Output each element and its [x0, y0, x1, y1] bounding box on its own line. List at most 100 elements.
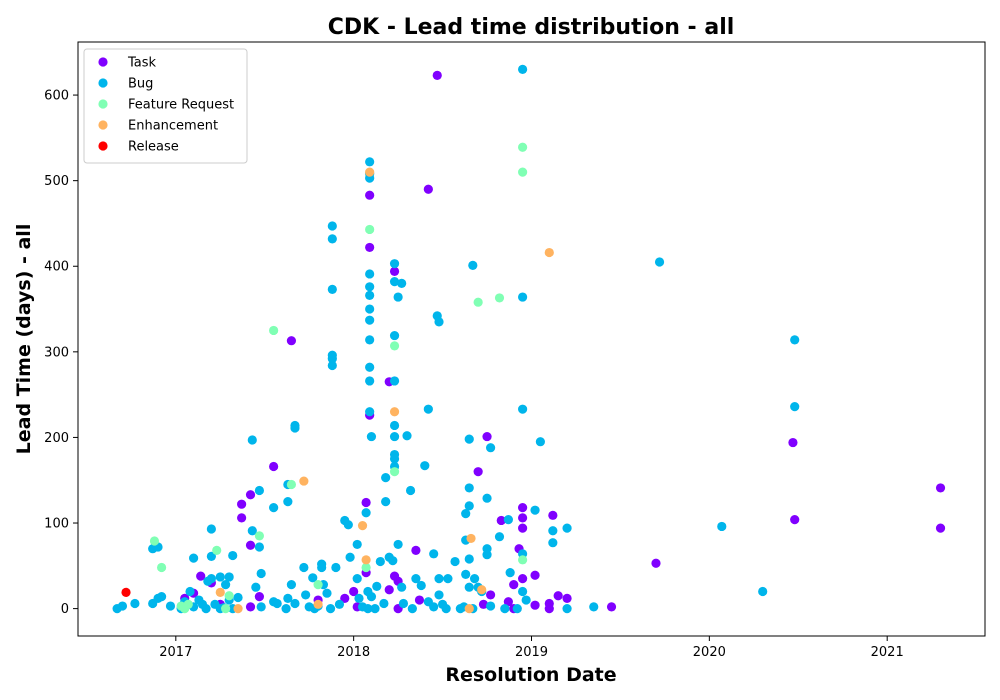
point-bug [518, 405, 527, 414]
point-feature-request [157, 563, 166, 572]
x-tick-label: 2020 [693, 645, 726, 660]
y-axis-label: Lead Time (days) - all [13, 224, 35, 455]
point-task [385, 585, 394, 594]
point-task [530, 571, 539, 580]
point-bug [328, 361, 337, 370]
point-bug [381, 497, 390, 506]
point-bug [470, 574, 479, 583]
point-task [362, 498, 371, 507]
point-bug [390, 376, 399, 385]
y-tick-label: 400 [44, 260, 69, 275]
point-enhancement [313, 600, 322, 609]
point-bug [518, 65, 527, 74]
point-bug [424, 405, 433, 414]
point-bug [429, 602, 438, 611]
point-bug [518, 292, 527, 301]
point-bug [367, 432, 376, 441]
point-bug [504, 515, 513, 524]
point-task [365, 243, 374, 252]
point-enhancement [465, 604, 474, 613]
x-tick-label: 2018 [337, 645, 370, 660]
point-bug [353, 540, 362, 549]
point-bug [322, 589, 331, 598]
point-bug [365, 157, 374, 166]
point-task [607, 602, 616, 611]
point-bug [365, 376, 374, 385]
point-bug [301, 590, 310, 599]
legend-label: Feature Request [128, 98, 234, 113]
legend-marker [98, 141, 107, 150]
point-bug [255, 486, 264, 495]
legend-label: Release [128, 140, 179, 155]
point-task [237, 500, 246, 509]
point-bug [201, 604, 210, 613]
point-bug [397, 279, 406, 288]
point-bug [255, 542, 264, 551]
x-tick-label: 2017 [159, 645, 192, 660]
point-bug [465, 435, 474, 444]
point-bug [257, 602, 266, 611]
point-bug [482, 494, 491, 503]
point-release [121, 588, 130, 597]
point-feature-request [518, 555, 527, 564]
point-bug [758, 587, 767, 596]
point-task [936, 524, 945, 533]
point-task [554, 591, 563, 600]
point-bug [185, 587, 194, 596]
point-bug [486, 443, 495, 452]
point-bug [417, 581, 426, 590]
x-axis-label: Resolution Date [445, 664, 616, 686]
point-feature-request [474, 298, 483, 307]
y-tick-label: 500 [44, 174, 69, 189]
point-enhancement [362, 555, 371, 564]
point-bug [442, 604, 451, 613]
point-task [562, 594, 571, 603]
point-bug [328, 221, 337, 230]
x-tick-label: 2021 [871, 645, 904, 660]
point-bug [589, 602, 598, 611]
point-bug [365, 269, 374, 278]
point-bug [790, 402, 799, 411]
point-bug [513, 604, 522, 613]
point-task [518, 574, 527, 583]
point-bug [365, 291, 374, 300]
legend-label: Task [127, 56, 157, 71]
point-enhancement [477, 585, 486, 594]
point-bug [365, 316, 374, 325]
point-bug [461, 570, 470, 579]
point-task [246, 541, 255, 550]
point-bug [518, 587, 527, 596]
point-bug [299, 563, 308, 572]
point-bug [283, 497, 292, 506]
legend-label: Enhancement [128, 119, 218, 134]
point-enhancement [545, 248, 554, 257]
point-bug [450, 557, 459, 566]
point-bug [394, 292, 403, 301]
point-task [482, 432, 491, 441]
point-bug [328, 234, 337, 243]
point-bug [365, 282, 374, 291]
point-feature-request [221, 604, 230, 613]
point-bug [365, 363, 374, 372]
point-bug [225, 572, 234, 581]
point-bug [548, 526, 557, 535]
point-bug [562, 524, 571, 533]
point-bug [157, 592, 166, 601]
point-bug [365, 335, 374, 344]
point-bug [248, 435, 257, 444]
point-enhancement [233, 604, 242, 613]
point-bug [465, 554, 474, 563]
legend-marker [98, 57, 107, 66]
point-bug [562, 604, 571, 613]
point-bug [495, 532, 504, 541]
point-bug [317, 563, 326, 572]
point-bug [530, 506, 539, 515]
point-bug [346, 553, 355, 562]
point-bug [397, 583, 406, 592]
point-task [365, 191, 374, 200]
point-bug [500, 604, 509, 613]
point-bug [130, 599, 139, 608]
point-bug [399, 599, 408, 608]
point-task [518, 503, 527, 512]
legend-marker [98, 78, 107, 87]
